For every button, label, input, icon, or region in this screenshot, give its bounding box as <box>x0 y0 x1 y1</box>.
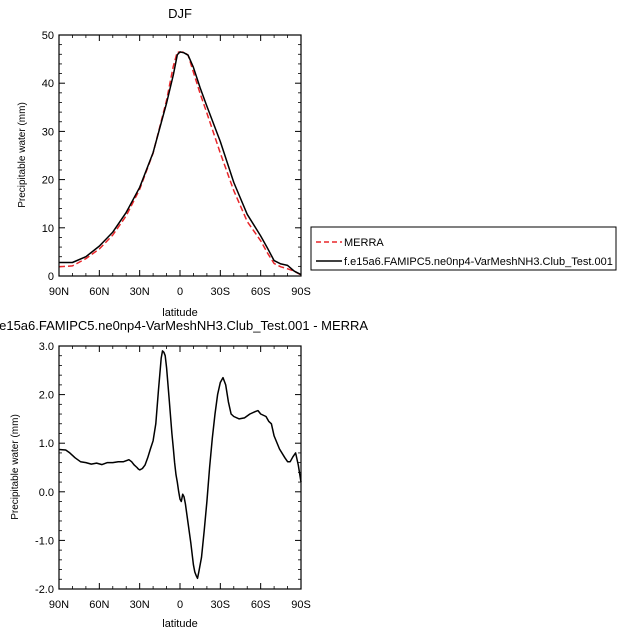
x-tick-label: 90N <box>49 286 69 298</box>
x-tick-label: 30S <box>211 286 231 298</box>
y-tick-label: 0.0 <box>39 487 54 499</box>
bottom-x-tick-labels: 90N 60N 30N 0 30S 60S 90S <box>49 599 311 611</box>
x-tick-label: 0 <box>177 599 183 611</box>
x-tick-label: 60S <box>251 286 271 298</box>
y-tick-label: -2.0 <box>35 584 54 596</box>
series-line-0 <box>58 350 302 580</box>
bottom-panel: f.e15a6.FAMIPC5.ne0np4-VarMeshNH3.Club_T… <box>0 318 368 630</box>
x-tick-label: 60N <box>89 286 109 298</box>
top-x-tick-labels: 90N 60N 30N 0 30S 60S 90S <box>49 286 311 298</box>
top-chart-title: DJF <box>168 6 192 21</box>
x-tick-label: 0 <box>177 286 183 298</box>
x-tick-label: 60S <box>251 599 271 611</box>
legend-box <box>310 226 617 271</box>
top-y-axis-label: Precipitable water (mm) <box>17 102 28 208</box>
x-tick-label: 60N <box>89 599 109 611</box>
y-tick-label: 0 <box>48 271 54 283</box>
top-panel: DJF 0 10 20 30 40 50 90N 60N 30N 0 30S 60S 90S lati… <box>17 6 311 319</box>
y-tick-label: 20 <box>42 175 54 187</box>
y-tick-label: -1.0 <box>35 535 54 547</box>
x-tick-label: 90N <box>49 599 69 611</box>
y-tick-label: 40 <box>42 78 54 90</box>
x-tick-label: 30N <box>130 286 150 298</box>
top-series-lines <box>58 51 302 276</box>
y-tick-label: 10 <box>42 223 54 235</box>
bottom-y-axis-label: Precipitable water (mm) <box>10 414 21 520</box>
top-plot-frame <box>58 34 302 277</box>
legend: MERRA f.e15a6.FAMIPC5.ne0np4-VarMeshNH3.… <box>310 226 617 271</box>
bottom-chart-title: f.e15a6.FAMIPC5.ne0np4-VarMeshNH3.Club_T… <box>0 318 368 333</box>
top-x-axis-label: latitude <box>162 307 197 319</box>
series-line-1 <box>59 51 302 276</box>
y-tick-label: 50 <box>42 30 54 42</box>
top-tick-marks <box>58 34 302 277</box>
bottom-x-axis-label: latitude <box>162 618 197 630</box>
bottom-tick-marks <box>58 345 302 590</box>
y-tick-label: 2.0 <box>39 390 54 402</box>
top-y-tick-labels: 0 10 20 30 40 50 <box>42 30 54 283</box>
bottom-y-tick-labels: -2.0 -1.0 0.0 1.0 2.0 3.0 <box>35 341 54 596</box>
y-tick-label: 30 <box>42 126 54 138</box>
bottom-series-lines <box>58 350 302 580</box>
y-tick-label: 1.0 <box>39 438 54 450</box>
legend-label-merra: MERRA <box>344 237 384 249</box>
y-tick-label: 3.0 <box>39 341 54 353</box>
x-tick-label: 90S <box>291 599 311 611</box>
x-tick-label: 90S <box>291 286 311 298</box>
legend-label-model: f.e15a6.FAMIPC5.ne0np4-VarMeshNH3.Club_T… <box>344 256 613 268</box>
series-line-0 <box>58 51 302 276</box>
x-tick-label: 30N <box>130 599 150 611</box>
bottom-plot-frame <box>58 345 302 590</box>
x-tick-label: 30S <box>211 599 231 611</box>
